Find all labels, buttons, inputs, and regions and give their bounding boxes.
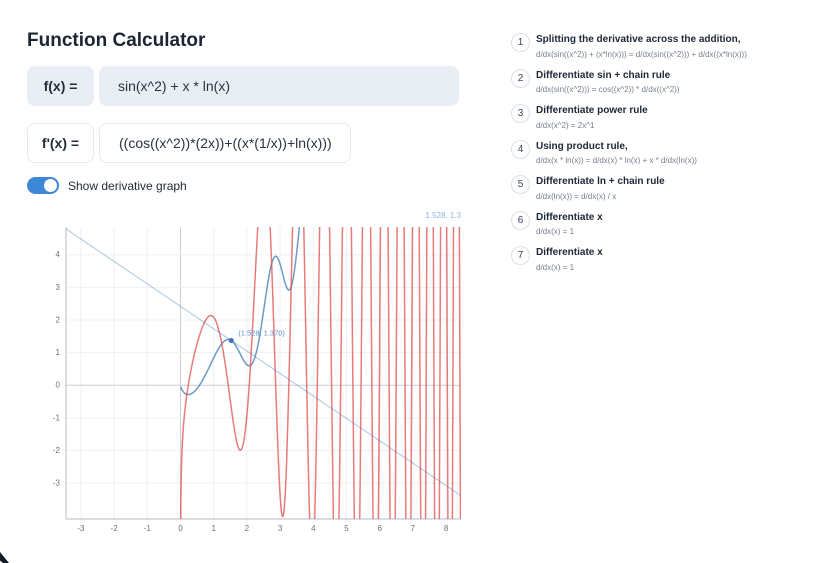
y-tick-label: 1 [56,348,61,357]
y-tick-label: 2 [56,315,61,324]
derivative-toggle-row: Show derivative graph [27,177,187,194]
step-number: 2 [517,72,524,84]
function-expression-input[interactable] [99,66,459,106]
show-derivative-toggle[interactable] [27,177,59,194]
x-tick-label: -1 [144,524,152,533]
step-formula: d/dx(x) = 1 [536,262,575,272]
derivation-step: 6 Differentiate x d/dx(x) = 1 [511,210,821,238]
step-title: Differentiate ln + chain rule [536,176,665,187]
step-number: 5 [517,179,524,190]
derivation-step: 2 Differentiate sin + chain rule d/dx(si… [511,68,821,96]
y-tick-label: -1 [53,413,61,422]
step-number-badge: 2 [511,68,530,88]
cursor-position-readout: 1.528, 1.3 [425,211,461,220]
y-tick-label: -3 [53,479,61,488]
step-formula: d/dx(x * ln(x)) = d/dx(x) * ln(x) + x * … [536,156,697,165]
step-number: 6 [517,214,524,226]
derivative-label: f'(x) = [27,123,94,163]
derivative-expression-output: ((cos((x^2))*(2x))+((x*(1/x))+ln(x))) [99,123,351,163]
step-title: Differentiate x [536,211,603,223]
toggle-label: Show derivative graph [68,178,187,193]
y-tick-label: 0 [56,381,61,390]
step-number: 4 [517,143,524,155]
step-title: Differentiate x [536,247,603,258]
step-formula: d/dx(sin((x^2))) = cos((x^2)) * d/dx((x^… [536,85,680,94]
function-plot-canvas[interactable]: (1.528, 1.370) -3 -2 -1 0 1 2 3 4 5 6 7 8 -3 -2 -1 0 1 2 3 4… [30,205,475,545]
page-title: Function Calculator [27,30,206,51]
x-tick-label: 5 [344,524,349,533]
function-input-row: f(x) = [27,66,459,106]
x-tick-label: 1 [211,524,216,533]
step-number-badge: 7 [511,246,530,265]
point-label: (1.528, 1.370) [238,329,285,338]
y-tick-label: -2 [53,446,61,455]
toggle-knob [44,179,57,192]
x-tick-label: -2 [111,524,119,533]
step-number-badge: 5 [511,175,530,194]
step-title: Splitting the derivative across the addi… [536,34,741,45]
step-formula: d/dx(sin((x^2)) + (x*ln(x))) = d/dx(sin(… [536,49,747,59]
x-tick-label: 6 [377,524,382,533]
step-formula: d/dx(x) = 1 [536,227,575,236]
step-number: 7 [517,250,524,261]
step-number-badge: 4 [511,139,530,159]
derivative-output-row: f'(x) = ((cos((x^2))*(2x))+((x*(1/x))+ln… [27,123,351,163]
x-tick-label: 7 [411,524,416,533]
derivation-step: 5 Differentiate ln + chain rule d/dx(ln(… [511,175,821,202]
step-number: 1 [517,37,524,48]
step-formula: d/dx(x^2) = 2x^1 [536,120,595,130]
x-tick-label: 2 [245,524,250,533]
step-title: Using product rule, [536,140,628,152]
derivation-steps: 1 Splitting the derivative across the ad… [511,33,821,282]
step-number-badge: 3 [511,104,530,123]
y-tick-label: 3 [56,283,61,292]
function-label: f(x) = [27,66,94,106]
step-title: Differentiate sin + chain rule [536,69,671,81]
step-title: Differentiate power rule [536,105,648,116]
mouse-cursor [0,552,9,563]
derivative-curve [179,227,461,519]
x-tick-label: 4 [311,524,316,533]
x-tick-label: -3 [77,524,85,533]
derivation-step: 3 Differentiate power rule d/dx(x^2) = 2… [511,104,821,131]
x-tick-label: 0 [178,524,183,533]
tangent-line [66,228,461,497]
step-number-badge: 1 [511,33,530,52]
graph-section: (1.528, 1.370) -3 -2 -1 0 1 2 3 4 5 6 7 8 -3 -2 -1 0 1 2 3 4… [30,205,475,545]
step-formula: d/dx(ln(x)) = d/dx(x) / x [536,191,617,201]
y-tick-label: 4 [56,250,61,259]
derivation-step: 1 Splitting the derivative across the ad… [511,33,821,60]
step-number-badge: 6 [511,210,530,230]
step-number: 3 [517,108,524,119]
x-tick-label: 8 [444,524,449,533]
derivation-step: 7 Differentiate x d/dx(x) = 1 [511,246,821,273]
curves-group [66,227,461,519]
function-curve [180,227,301,396]
highlight-point [228,338,234,344]
derivation-step: 4 Using product rule, d/dx(x * ln(x)) = … [511,139,821,167]
x-tick-label: 3 [278,524,283,533]
